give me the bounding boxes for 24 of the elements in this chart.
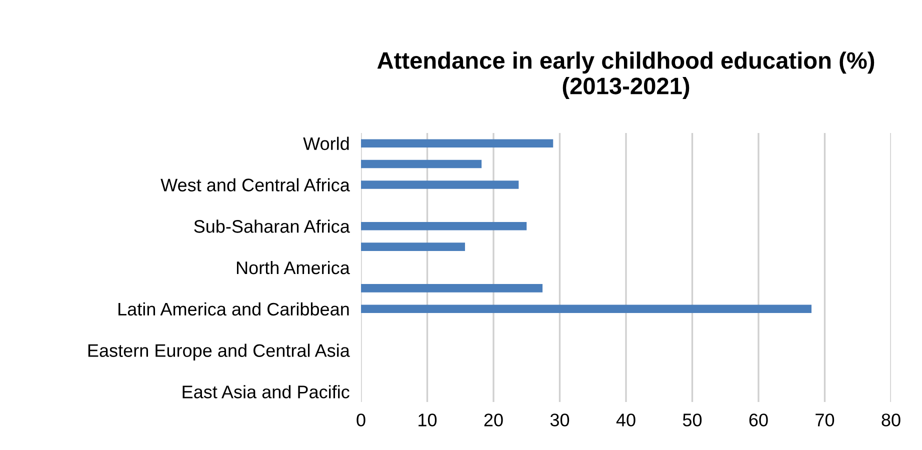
bar [361, 304, 812, 314]
y-tick-label: Latin America and Caribbean [118, 302, 349, 316]
x-tick-label: 0 [356, 414, 366, 426]
bar [361, 284, 543, 292]
x-tick-label: 80 [882, 414, 900, 426]
bar [361, 180, 519, 189]
x-tick-label: 70 [816, 414, 834, 426]
y-tick-label: World [303, 136, 349, 150]
x-tick-label: 40 [616, 414, 636, 426]
x-tick-label: 30 [550, 414, 570, 426]
bar [361, 242, 466, 251]
y-tick-label: West and Central Africa [160, 178, 350, 192]
x-tick-label: 20 [484, 414, 503, 426]
bar [361, 160, 482, 168]
bar [361, 222, 527, 230]
y-tick-label: North America [236, 260, 350, 274]
y-tick-label: Sub-Saharan Africa [194, 220, 350, 233]
x-tick-label: 10 [418, 414, 437, 426]
y-tick-label: East Asia and Pacific [182, 385, 350, 398]
bar [361, 139, 554, 148]
x-tick-label: 60 [749, 414, 768, 426]
y-tick-label: Eastern Europe and Central Asia [88, 344, 350, 361]
chart-title: Attendance in early childhood education (%) (2013-2021) [377, 52, 874, 100]
x-tick-label: 50 [682, 414, 702, 426]
